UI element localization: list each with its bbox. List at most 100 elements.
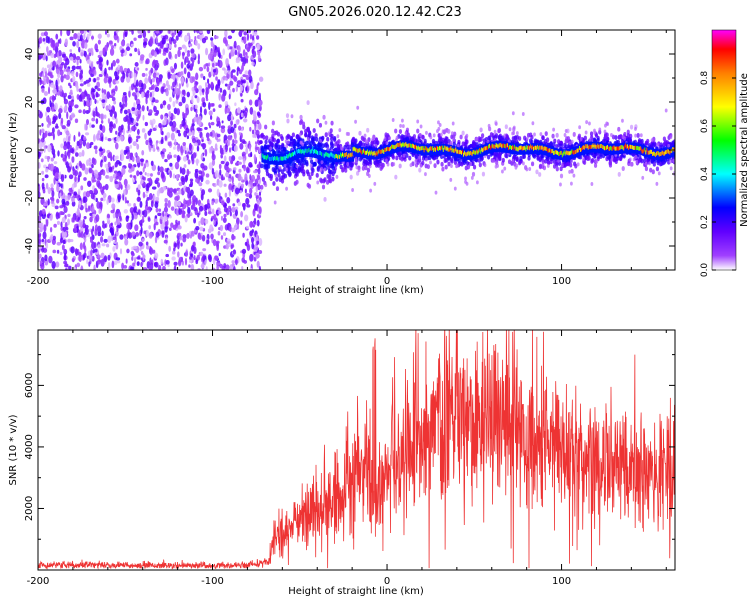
spectrogram-cell: [119, 234, 124, 240]
spectrogram-cell: [79, 34, 83, 42]
spectrogram-cell: [83, 42, 88, 50]
spectrogram-cell: [450, 158, 454, 164]
spectrogram-cell: [146, 182, 151, 188]
spectrogram-cell: [90, 192, 95, 200]
spectrogram-cell: [461, 130, 465, 136]
spectrogram-cell: [64, 150, 67, 159]
spectrogram-cell: [204, 126, 208, 130]
spectrogram-cell: [334, 141, 338, 147]
spectrogram-cell: [112, 60, 116, 67]
spectrogram-cell: [188, 259, 193, 263]
spectrogram-cell: [418, 167, 422, 173]
spectrogram-cell: [126, 200, 129, 204]
spectrogram-cell: [168, 245, 172, 252]
spectrogram-cell: [189, 189, 194, 197]
spectrogram-cell: [92, 179, 97, 183]
spectrogram-cell: [295, 179, 299, 185]
spectrogram-cell: [181, 119, 186, 127]
spectrogram-cell: [87, 48, 92, 53]
spectrogram-cell: [43, 91, 49, 96]
spectrogram-cell: [354, 138, 358, 144]
spectrogram-cell: [590, 159, 594, 164]
spectrogram-cell: [43, 31, 48, 37]
spectrogram-cell: [189, 38, 193, 42]
spectrogram-cell: [132, 262, 136, 267]
spectrogram-cell: [137, 34, 143, 39]
spectrogram-cell: [151, 90, 155, 98]
spectrogram-cell: [210, 81, 214, 88]
spectrogram-cell: [178, 83, 182, 90]
spectrogram-cell: [167, 200, 171, 208]
spectrogram-cell: [579, 137, 583, 142]
spectrogram-cell: [76, 207, 80, 215]
spectrogram-cell: [192, 152, 197, 159]
spectrogram-cell: [131, 30, 134, 35]
spectrogram-cell: [231, 143, 235, 147]
spectrogram-cell: [84, 224, 89, 229]
spectrogram-cell: [618, 155, 622, 161]
spectrogram-cell: [116, 135, 121, 142]
spectrogram-cell: [184, 150, 187, 155]
spectrogram-cell: [209, 103, 214, 107]
spectrogram-cell: [186, 91, 191, 98]
spectrogram-cell: [177, 49, 181, 58]
spectrogram-cell: [49, 196, 55, 201]
spectrogram-cell: [68, 187, 73, 193]
spectrogram-cell: [79, 162, 83, 169]
spectrogram-cell: [71, 258, 75, 262]
spectrogram-cell: [162, 119, 167, 126]
spectrogram-cell: [648, 161, 651, 166]
spectrogram-cell: [47, 86, 51, 95]
spectrogram-cell: [280, 169, 284, 175]
spectrogram-cell: [71, 197, 76, 203]
spectrogram-cell: [68, 82, 71, 87]
spectrogram-cell: [243, 31, 248, 36]
spectrogram-cell: [133, 78, 136, 86]
spectrogram-cell: [317, 158, 321, 164]
spectrogram-cell: [58, 171, 62, 180]
spectrogram-cell: [214, 170, 219, 179]
spectrogram-cell: [178, 101, 183, 107]
spectrogram-cell: [312, 141, 316, 147]
spectrogram-cell: [216, 245, 219, 251]
spectrogram-cell: [570, 181, 573, 186]
spectrogram-cell: [168, 151, 172, 156]
spectrogram-cell: [244, 241, 248, 246]
spectrogram-cell: [503, 166, 507, 171]
spectrogram-cell: [570, 168, 574, 174]
spectrogram-cell: [204, 218, 209, 225]
spectrogram-cell: [603, 129, 607, 134]
spectrogram-cell: [241, 64, 244, 71]
spectrogram-cell: [256, 240, 260, 245]
spectrogram-cell: [100, 159, 104, 163]
spectrogram-cell: [212, 43, 215, 51]
spectrogram-cell: [152, 144, 156, 152]
spectrogram-cell: [48, 79, 52, 84]
spectrogram-cell: [260, 184, 264, 190]
spectrogram-cell: [136, 256, 141, 260]
spectrogram-cell: [511, 131, 515, 136]
spectrogram-cell: [247, 30, 252, 34]
spectrogram-cell: [399, 123, 402, 128]
spectrogram-cell: [59, 38, 62, 45]
spectrogram-cell: [241, 139, 246, 144]
spectrogram-cell: [143, 37, 148, 43]
spectrogram-cell: [205, 179, 210, 185]
spectrogram-cell: [240, 56, 244, 62]
spectrogram-cell: [154, 236, 158, 244]
spectrogram-cell: [361, 165, 365, 171]
spectrogram-cell: [103, 155, 107, 162]
spectrogram-cell: [257, 122, 262, 130]
spectrogram-cell: [221, 200, 225, 206]
spectrogram-cell: [101, 136, 104, 142]
spectrogram-cell: [57, 129, 61, 137]
spectrogram-cell: [189, 63, 194, 71]
spectrogram-cell: [511, 111, 515, 116]
spectrogram-cell: [447, 161, 451, 167]
spectrogram-cell: [417, 136, 421, 141]
spectrogram-cell: [171, 68, 175, 74]
spectrogram-cell: [190, 230, 195, 237]
spectrogram-cell: [167, 71, 171, 80]
spectrogram-cell: [112, 93, 115, 97]
spectrogram-cell: [129, 174, 133, 178]
